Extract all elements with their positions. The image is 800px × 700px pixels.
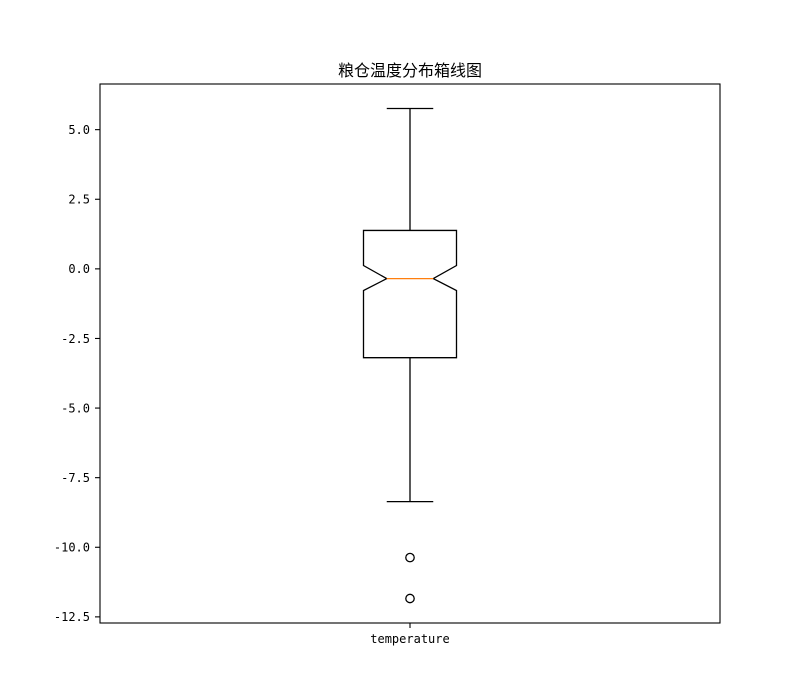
- chart-title: 粮仓温度分布箱线图: [338, 61, 482, 80]
- y-tick-label: 0.0: [68, 262, 90, 276]
- y-tick-label: 2.5: [68, 193, 90, 207]
- y-axis: 5.0 2.5 0.0 -2.5 -5.0 -7.5 -10.0 -12.5: [54, 123, 100, 624]
- y-tick-label: -5.0: [61, 401, 90, 415]
- y-tick-label: 5.0: [68, 123, 90, 137]
- y-tick-label: -2.5: [61, 332, 90, 346]
- x-axis: temperature: [370, 623, 450, 646]
- x-tick-label: temperature: [370, 632, 449, 646]
- box-body: [362, 229, 458, 359]
- y-tick-label: -7.5: [61, 471, 90, 485]
- y-tick-label: -12.5: [54, 610, 90, 624]
- outlier-point: [405, 593, 415, 604]
- y-tick-label: -10.0: [54, 541, 90, 555]
- plot-area: [362, 107, 458, 604]
- outlier-point: [405, 552, 415, 563]
